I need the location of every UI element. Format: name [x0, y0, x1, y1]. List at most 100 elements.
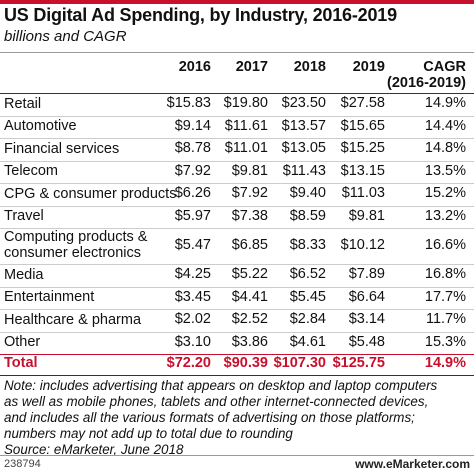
cell: $8.78 [174, 140, 211, 157]
header-rule [0, 93, 474, 94]
cell: 14.9% [424, 95, 466, 112]
cell: $15.83 [166, 95, 211, 112]
total-cell: $125.75 [332, 355, 385, 371]
cell: $5.48 [348, 333, 385, 350]
row-rule [0, 138, 474, 139]
cell: $8.59 [289, 207, 326, 224]
column-header: 2018 [293, 59, 326, 75]
rule [0, 52, 474, 53]
footer-brand: www.eMarketer.com [355, 457, 470, 471]
total-cell: $107.30 [273, 355, 326, 371]
footer-rule [0, 455, 474, 456]
cell: $4.41 [231, 288, 268, 305]
cell: $4.25 [174, 266, 211, 283]
row-rule [0, 228, 474, 229]
cell: $6.64 [348, 288, 385, 305]
footer-id: 238794 [4, 458, 41, 470]
total-cell: $72.20 [166, 355, 211, 371]
row-rule [0, 331, 474, 333]
cell: $11.43 [282, 162, 326, 179]
row-label: Media [4, 266, 44, 283]
total-rule [0, 354, 474, 355]
cell: 16.8% [424, 266, 466, 283]
total-label: Total [4, 355, 38, 371]
row-label: Retail [4, 95, 42, 112]
row-rule [0, 264, 474, 265]
cell: $5.22 [231, 266, 268, 283]
cell: $11.03 [341, 185, 385, 202]
row-rule [0, 309, 474, 310]
row-label: consumer electronics [4, 245, 141, 261]
cell: $9.81 [348, 207, 385, 224]
cell: $23.50 [281, 95, 326, 112]
cell: 15.3% [424, 333, 466, 350]
row-rule [0, 286, 474, 288]
cell: $9.14 [174, 117, 211, 134]
cell: $5.45 [289, 288, 326, 305]
row-label: Healthcare & pharma [4, 311, 142, 328]
row-label: Financial services [4, 140, 120, 157]
cell: $13.57 [281, 117, 326, 134]
row-label: CPG & consumer products [4, 185, 177, 202]
cell: 17.7% [424, 288, 466, 305]
subtitle: billions and CAGR [4, 28, 127, 45]
cell: $15.25 [340, 140, 385, 157]
cell: $27.58 [340, 95, 385, 112]
cell: $10.12 [340, 237, 385, 253]
column-header: 2017 [235, 59, 268, 75]
row-label: Computing products & [4, 229, 148, 245]
cell: $7.89 [348, 266, 385, 283]
cell: $2.84 [289, 311, 326, 328]
cell: $2.52 [231, 311, 268, 328]
row-rule [0, 115, 474, 117]
cell: $6.52 [289, 266, 326, 283]
cell: 13.5% [424, 162, 466, 179]
cell: $6.26 [174, 185, 211, 202]
column-header: 2019 [352, 59, 385, 75]
note-line: and includes all the various formats of … [4, 410, 415, 425]
cell: $3.14 [348, 311, 385, 328]
cell: 14.8% [424, 140, 466, 157]
cell: $7.92 [231, 185, 268, 202]
cell: $3.45 [174, 288, 211, 305]
row-label: Telecom [4, 163, 58, 180]
cell: $15.65 [340, 117, 385, 134]
cell: 11.7% [425, 311, 466, 328]
cell: $7.38 [231, 207, 268, 224]
cell: $5.97 [174, 207, 211, 224]
cell: 14.4% [424, 117, 466, 134]
row-label: Other [4, 334, 41, 351]
cell: $5.47 [174, 237, 211, 253]
cell: 13.2% [424, 207, 466, 224]
cell: $8.33 [289, 237, 326, 253]
cell: $6.85 [231, 237, 268, 253]
cell: $4.61 [289, 333, 326, 350]
row-label: Entertainment [4, 289, 95, 306]
row-label: Travel [4, 208, 44, 225]
cell: $9.81 [231, 162, 268, 179]
total-cell: $90.39 [223, 355, 268, 371]
note-line: numbers may not add up to total due to r… [4, 426, 293, 441]
row-rule [0, 205, 474, 207]
cell: $11.61 [224, 117, 268, 134]
cell: $11.01 [224, 140, 268, 157]
source: Source: eMarketer, June 2018 [4, 442, 184, 457]
column-header: (2016-2019) [387, 75, 466, 91]
total-cell: 14.9% [424, 355, 466, 371]
cell: $13.05 [281, 140, 326, 157]
cell: $19.80 [223, 95, 268, 112]
note-line: Note: includes advertising that appears … [4, 378, 438, 393]
column-header: CAGR [423, 59, 466, 75]
row-rule [0, 183, 474, 184]
row-rule [0, 160, 474, 162]
row-label: Automotive [4, 118, 77, 135]
cell: $2.02 [174, 311, 211, 328]
cell: $13.15 [340, 162, 385, 179]
column-header: 2016 [178, 59, 211, 75]
cell: $3.10 [174, 333, 211, 350]
top-rule [0, 0, 474, 4]
cell: $3.86 [231, 333, 268, 350]
title: US Digital Ad Spending, by Industry, 201… [4, 5, 397, 25]
cell: $9.40 [289, 185, 326, 202]
